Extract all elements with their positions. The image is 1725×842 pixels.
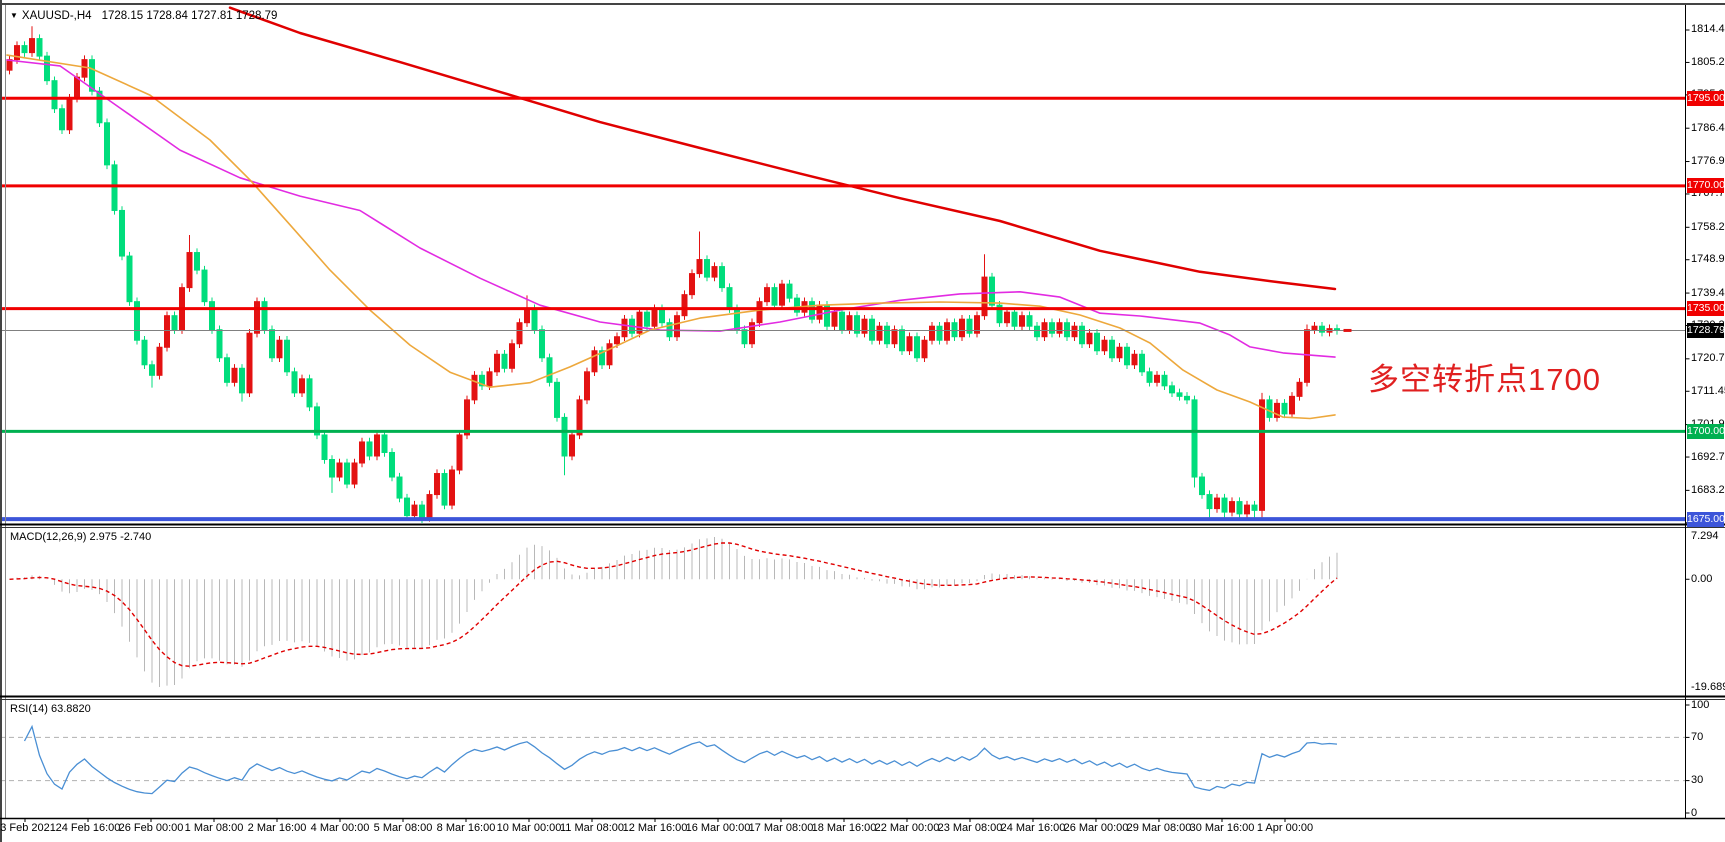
price-tick-label: 1739.45 xyxy=(1691,286,1725,299)
date-tick-label: 26 Mar 00:00 xyxy=(1063,822,1129,834)
rsi-scale-0: 0 xyxy=(1691,806,1698,819)
price-tick-label: 1692.70 xyxy=(1691,450,1725,463)
symbol-timeframe: XAUUSD-,H4 xyxy=(21,10,92,22)
rsi-scale-30: 30 xyxy=(1691,774,1704,787)
macd-scale-zero: 0.00 xyxy=(1691,572,1713,585)
date-tick-label: 23 Mar 08:00 xyxy=(937,822,1003,834)
price-tick-label: 1805.20 xyxy=(1691,55,1725,68)
hline-label-1795.00: 1795.00 xyxy=(1687,90,1725,106)
date-tick-label: 24 Mar 16:00 xyxy=(1000,822,1066,834)
rsi-line xyxy=(23,724,1338,795)
date-tick-label: 1 Mar 08:00 xyxy=(184,822,244,834)
date-tick-label: 22 Mar 00:00 xyxy=(874,822,940,834)
date-tick-label: 2 Mar 16:00 xyxy=(247,822,307,834)
date-tick-label: 29 Mar 08:00 xyxy=(1126,822,1192,834)
price-tick-label: 1786.45 xyxy=(1691,121,1725,134)
date-tick-label: 16 Mar 00:00 xyxy=(685,822,751,834)
candles-layer xyxy=(6,26,1340,523)
date-tick-label: 4 Mar 00:00 xyxy=(310,822,370,834)
date-tick-label: 17 Mar 08:00 xyxy=(748,822,814,834)
macd-indicator-label: MACD(12,26,9) 2.975 -2.740 xyxy=(10,531,151,544)
price-tick-label: 1748.95 xyxy=(1691,253,1725,266)
date-tick-label: 23 Feb 2021 xyxy=(0,822,56,834)
macd-name: MACD(12,26,9) xyxy=(10,531,87,543)
macd-values: 2.975 -2.740 xyxy=(89,531,152,543)
hline-label-1735.00: 1735.00 xyxy=(1687,301,1725,317)
hline-label-1700.00: 1700.00 xyxy=(1687,423,1725,439)
macd-histogram xyxy=(16,537,1338,687)
ma-long-red[interactable] xyxy=(228,6,1337,291)
macd-signal-line xyxy=(9,542,1338,667)
current-price-label: 1728.79 xyxy=(1687,322,1725,338)
rsi-indicator-label: RSI(14) 63.8820 xyxy=(10,703,91,716)
symbol-dropdown-icon[interactable]: ▼ xyxy=(10,11,18,20)
rsi-scale-70: 70 xyxy=(1691,730,1704,743)
price-tick-label: 1776.95 xyxy=(1691,155,1725,168)
price-tick-label: 1758.20 xyxy=(1691,220,1725,233)
price-tick-label: 1711.45 xyxy=(1691,384,1725,397)
rsi-scale-100: 100 xyxy=(1691,698,1710,711)
date-tick-label: 1 Apr 00:00 xyxy=(1256,822,1314,834)
date-tick-label: 5 Mar 08:00 xyxy=(373,822,433,834)
hline-label-1770.00: 1770.00 xyxy=(1687,178,1725,194)
price-tick-label: 1720.70 xyxy=(1691,352,1725,365)
macd-scale-min: -19.689 xyxy=(1691,681,1725,693)
rsi-name: RSI(14) xyxy=(10,703,48,715)
hline-label-1675.00: 1675.00 xyxy=(1687,511,1725,527)
ma-mid-magenta[interactable] xyxy=(6,59,1336,358)
date-tick-label: 30 Mar 16:00 xyxy=(1189,822,1255,834)
date-tick-label: 12 Mar 16:00 xyxy=(622,822,688,834)
macd-scale-max: 7.294 xyxy=(1691,530,1719,542)
price-tick-label: 1683.20 xyxy=(1691,483,1725,496)
date-tick-label: 24 Feb 16:00 xyxy=(55,822,121,834)
date-tick-label: 11 Mar 08:00 xyxy=(559,822,625,834)
date-tick-label: 18 Mar 16:00 xyxy=(811,822,877,834)
date-tick-label: 8 Mar 16:00 xyxy=(436,822,496,834)
chart-title: ▼ XAUUSD-,H4 1728.15 1728.84 1727.81 1728.… xyxy=(10,9,277,23)
date-tick-label: 26 Feb 00:00 xyxy=(118,822,184,834)
price-tick-label: 1814.45 xyxy=(1691,23,1725,36)
ma-short-orange[interactable] xyxy=(6,54,1336,420)
date-tick-label: 10 Mar 00:00 xyxy=(496,822,562,834)
rsi-value: 63.8820 xyxy=(50,703,91,715)
text-annotation[interactable]: 多空转折点1700 xyxy=(1368,362,1601,397)
title-ohlc-values: 1728.15 1728.84 1727.81 1728.79 xyxy=(101,10,278,22)
